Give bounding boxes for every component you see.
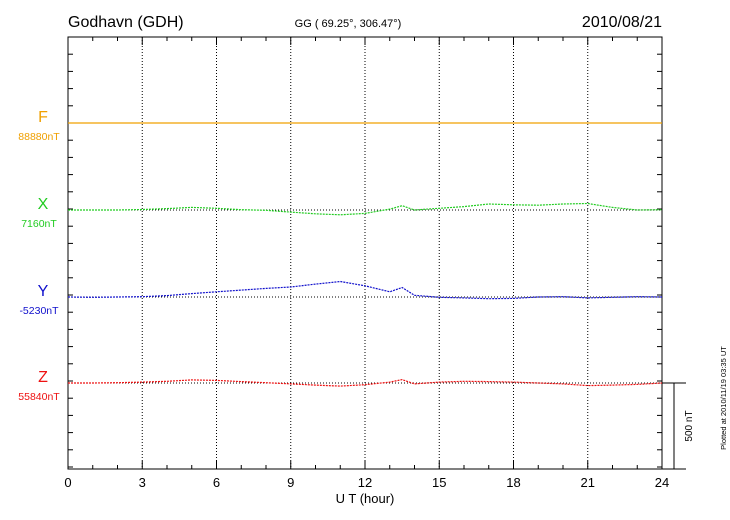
x-tick-label: 24: [655, 475, 669, 490]
scale-bar-label: 500 nT: [684, 410, 695, 441]
x-axis-label: U T (hour): [336, 491, 395, 506]
x-tick-label: 12: [358, 475, 372, 490]
scale-bar: 500 nT: [662, 382, 695, 470]
x-tick-label: 9: [287, 475, 294, 490]
grid-lines: [141, 37, 589, 469]
station-title: Godhavn (GDH): [68, 14, 184, 31]
series-line-x: [68, 202, 663, 216]
x-tick-label: 6: [213, 475, 220, 490]
date-label: 2010/08/21: [582, 14, 662, 31]
series-line-z: [68, 378, 663, 387]
series-labels: F 88880nT X 7160nT Y -5230nT Z 55840nT: [18, 109, 60, 403]
x-tick-label: 0: [64, 475, 71, 490]
x-tick-labels: 0 3 6 9 12 15 18 21 24: [64, 475, 669, 490]
series-baseline-x: 7160nT: [21, 218, 57, 230]
x-tick-label: 15: [432, 475, 446, 490]
axis-ticks: [67, 37, 663, 469]
station-coordinates: GG ( 69.25°, 306.47°): [295, 18, 402, 30]
x-tick-label: 18: [506, 475, 520, 490]
series-name-y: Y: [38, 283, 49, 300]
series-name-f: F: [38, 109, 48, 126]
series-baseline-z: 55840nT: [18, 391, 60, 403]
series-line-y: [67, 280, 663, 300]
series-name-x: X: [38, 196, 49, 213]
plotted-timestamp: Plotted at 2010/11/19 03:35 UT: [719, 346, 728, 450]
series-baseline-f: 88880nT: [18, 131, 60, 143]
series-lines: [67, 122, 663, 387]
x-tick-label: 3: [139, 475, 146, 490]
x-tick-label: 21: [581, 475, 595, 490]
series-baseline-y: -5230nT: [19, 305, 59, 317]
series-name-z: Z: [38, 369, 48, 386]
